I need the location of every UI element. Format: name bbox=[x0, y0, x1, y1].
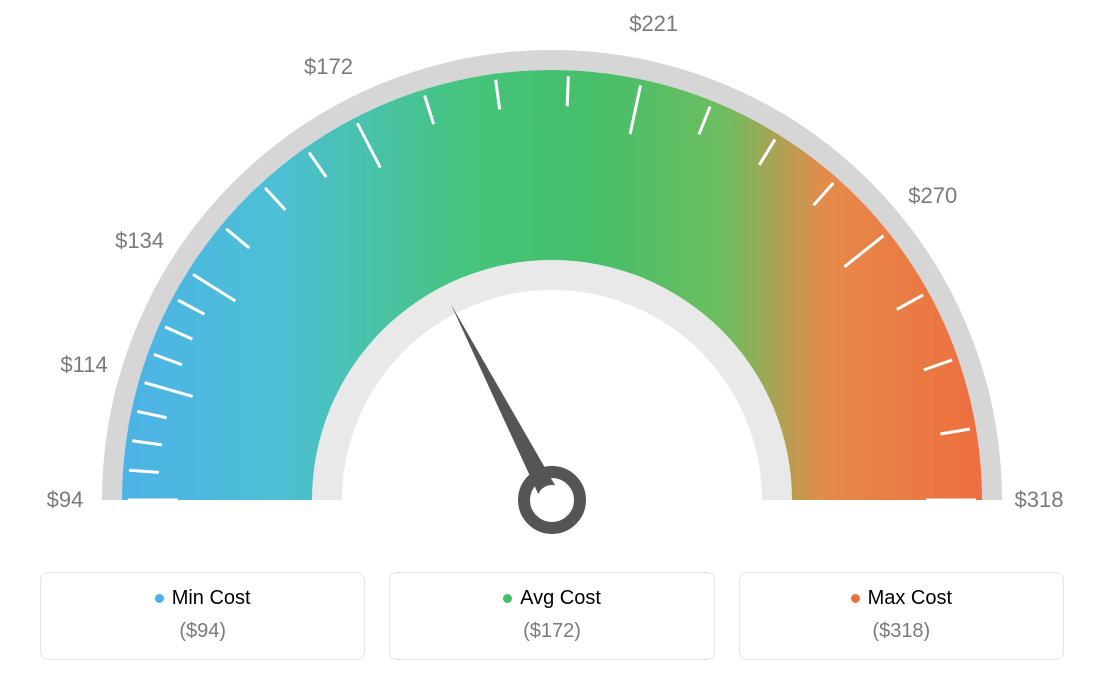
legend-value-min: ($94) bbox=[51, 620, 354, 643]
legend-label-avg: Avg Cost bbox=[503, 587, 601, 610]
legend-label-max-text: Max Cost bbox=[868, 587, 952, 610]
legend-label-avg-text: Avg Cost bbox=[520, 587, 601, 610]
dot-avg bbox=[503, 594, 512, 603]
cost-gauge: $94 $114 $134 $172 $221 $270 $318 bbox=[0, 0, 1104, 570]
legend-card-max: Max Cost ($318) bbox=[739, 572, 1064, 660]
gauge-tick-label: $94 bbox=[47, 487, 84, 513]
gauge-tick-label: $134 bbox=[115, 228, 164, 254]
legend-label-min: Min Cost bbox=[155, 587, 251, 610]
gauge-tick-label: $172 bbox=[304, 54, 353, 80]
legend-label-max: Max Cost bbox=[851, 587, 952, 610]
gauge-tick-label: $270 bbox=[908, 183, 957, 209]
gauge-svg bbox=[0, 0, 1104, 570]
dot-max bbox=[851, 594, 860, 603]
legend-value-max: ($318) bbox=[750, 620, 1053, 643]
legend-value-avg: ($172) bbox=[400, 620, 703, 643]
legend-row: Min Cost ($94) Avg Cost ($172) Max Cost … bbox=[40, 572, 1064, 660]
gauge-tick-label: $114 bbox=[60, 352, 107, 378]
legend-label-min-text: Min Cost bbox=[172, 587, 251, 610]
legend-card-min: Min Cost ($94) bbox=[40, 572, 365, 660]
legend-card-avg: Avg Cost ($172) bbox=[389, 572, 714, 660]
dot-min bbox=[155, 594, 164, 603]
gauge-tick-label: $318 bbox=[1015, 487, 1064, 513]
gauge-tick-label: $221 bbox=[629, 11, 678, 37]
